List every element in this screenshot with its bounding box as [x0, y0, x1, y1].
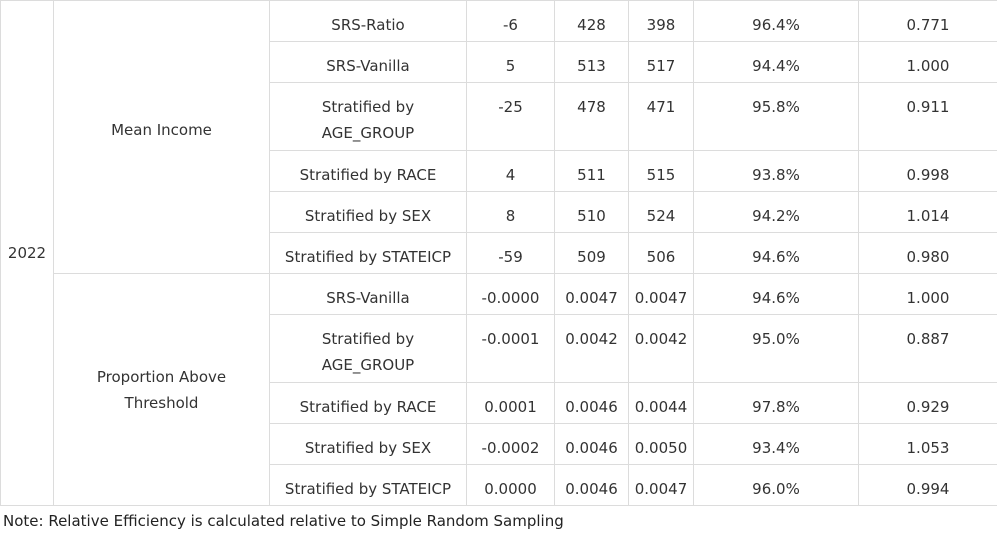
method-cell: Stratified by SEX	[269, 423, 467, 465]
coverage-cell: 94.4%	[693, 41, 859, 83]
results-table: 2022 Mean Income SRS-Ratio -6 428 398 96.4% 0.7…	[0, 0, 997, 506]
efficiency-cell: 1.014	[858, 191, 997, 233]
table-note: Note: Relative Efficiency is calculated …	[3, 512, 564, 530]
efficiency-cell: 1.000	[858, 273, 997, 315]
coverage-cell: 94.2%	[693, 191, 859, 233]
value-cell: 0.0044	[628, 382, 694, 424]
method-cell: SRS-Vanilla	[269, 41, 467, 83]
value-cell: 0.0050	[628, 423, 694, 465]
value-cell: 506	[628, 232, 694, 274]
value-cell: 0.0046	[554, 382, 629, 424]
coverage-cell: 97.8%	[693, 382, 859, 424]
value-cell: 0.0047	[628, 273, 694, 315]
efficiency-cell: 0.929	[858, 382, 997, 424]
value-cell: 478	[554, 82, 629, 151]
bias-cell: -6	[466, 0, 555, 42]
method-cell: Stratified by STATEICP	[269, 232, 467, 274]
coverage-cell: 93.4%	[693, 423, 859, 465]
bias-cell: -0.0000	[466, 273, 555, 315]
table-row: Stratified by RACE 0.0001 0.0046 0.0044 97.8…	[1, 382, 997, 424]
value-cell: 471	[628, 82, 694, 151]
bias-cell: -25	[466, 82, 555, 151]
bias-cell: -59	[466, 232, 555, 274]
efficiency-cell: 0.887	[858, 314, 997, 383]
value-cell: 428	[554, 0, 629, 42]
value-cell: 0.0042	[554, 314, 629, 383]
value-cell: 510	[554, 191, 629, 233]
bias-cell: 0.0000	[466, 464, 555, 506]
table-row: Stratified by RACE 4 511 515 93.8% 0.998	[1, 150, 997, 192]
table-row: SRS-Vanilla 5 513 517 94.4% 1.000	[1, 41, 997, 83]
table-row: Stratified by AGE_GROUP -0.0001 0.0042 0.00…	[1, 314, 997, 383]
efficiency-cell: 0.911	[858, 82, 997, 151]
value-cell: 524	[628, 191, 694, 233]
value-cell: 0.0047	[628, 464, 694, 506]
value-cell: 0.0046	[554, 423, 629, 465]
method-cell: Stratified by AGE_GROUP	[269, 314, 467, 383]
year-cell: 2022	[0, 0, 54, 506]
value-cell: 517	[628, 41, 694, 83]
results-table-body: 2022 Mean Income SRS-Ratio -6 428 398 96.4% 0.7…	[0, 0, 997, 506]
coverage-cell: 96.0%	[693, 464, 859, 506]
value-cell: 398	[628, 0, 694, 42]
efficiency-cell: 1.053	[858, 423, 997, 465]
bias-cell: -0.0001	[466, 314, 555, 383]
value-cell: 509	[554, 232, 629, 274]
value-cell: 515	[628, 150, 694, 192]
bias-cell: 0.0001	[466, 382, 555, 424]
table-row: Stratified by SEX 8 510 524 94.2% 1.014	[1, 191, 997, 233]
method-cell: SRS-Ratio	[269, 0, 467, 42]
value-cell: 0.0046	[554, 464, 629, 506]
value-cell: 0.0042	[628, 314, 694, 383]
bias-cell: 8	[466, 191, 555, 233]
table-row: 2022 Mean Income SRS-Ratio -6 428 398 96.4% 0.7…	[0, 0, 997, 506]
value-cell: 0.0047	[554, 273, 629, 315]
efficiency-cell: 0.771	[858, 0, 997, 42]
method-cell: Stratified by AGE_GROUP	[269, 82, 467, 151]
bias-cell: 4	[466, 150, 555, 192]
method-cell: SRS-Vanilla	[269, 273, 467, 315]
coverage-cell: 94.6%	[693, 273, 859, 315]
bias-cell: -0.0002	[466, 423, 555, 465]
coverage-cell: 93.8%	[693, 150, 859, 192]
table-row: Stratified by AGE_GROUP -25 478 471 95.8% 0.9…	[1, 82, 997, 151]
coverage-cell: 95.8%	[693, 82, 859, 151]
method-cell: Stratified by RACE	[269, 150, 467, 192]
metric-group-cell: Mean Income	[53, 0, 270, 274]
coverage-cell: 95.0%	[693, 314, 859, 383]
table-row: Stratified by SEX -0.0002 0.0046 0.0050 93.4…	[1, 423, 997, 465]
table-row: Proportion Above Threshold SRS-Vanilla -0.…	[1, 273, 997, 506]
method-cell: Stratified by SEX	[269, 191, 467, 233]
efficiency-cell: 0.998	[858, 150, 997, 192]
metric-group-cell: Proportion Above Threshold	[53, 273, 270, 506]
bias-cell: 5	[466, 41, 555, 83]
efficiency-cell: 0.980	[858, 232, 997, 274]
efficiency-cell: 1.000	[858, 41, 997, 83]
coverage-cell: 96.4%	[693, 0, 859, 42]
coverage-cell: 94.6%	[693, 232, 859, 274]
value-cell: 511	[554, 150, 629, 192]
method-cell: Stratified by RACE	[269, 382, 467, 424]
table-row: Stratified by STATEICP 0.0000 0.0046 0.0047…	[1, 464, 997, 506]
efficiency-cell: 0.994	[858, 464, 997, 506]
method-cell: Stratified by STATEICP	[269, 464, 467, 506]
value-cell: 513	[554, 41, 629, 83]
